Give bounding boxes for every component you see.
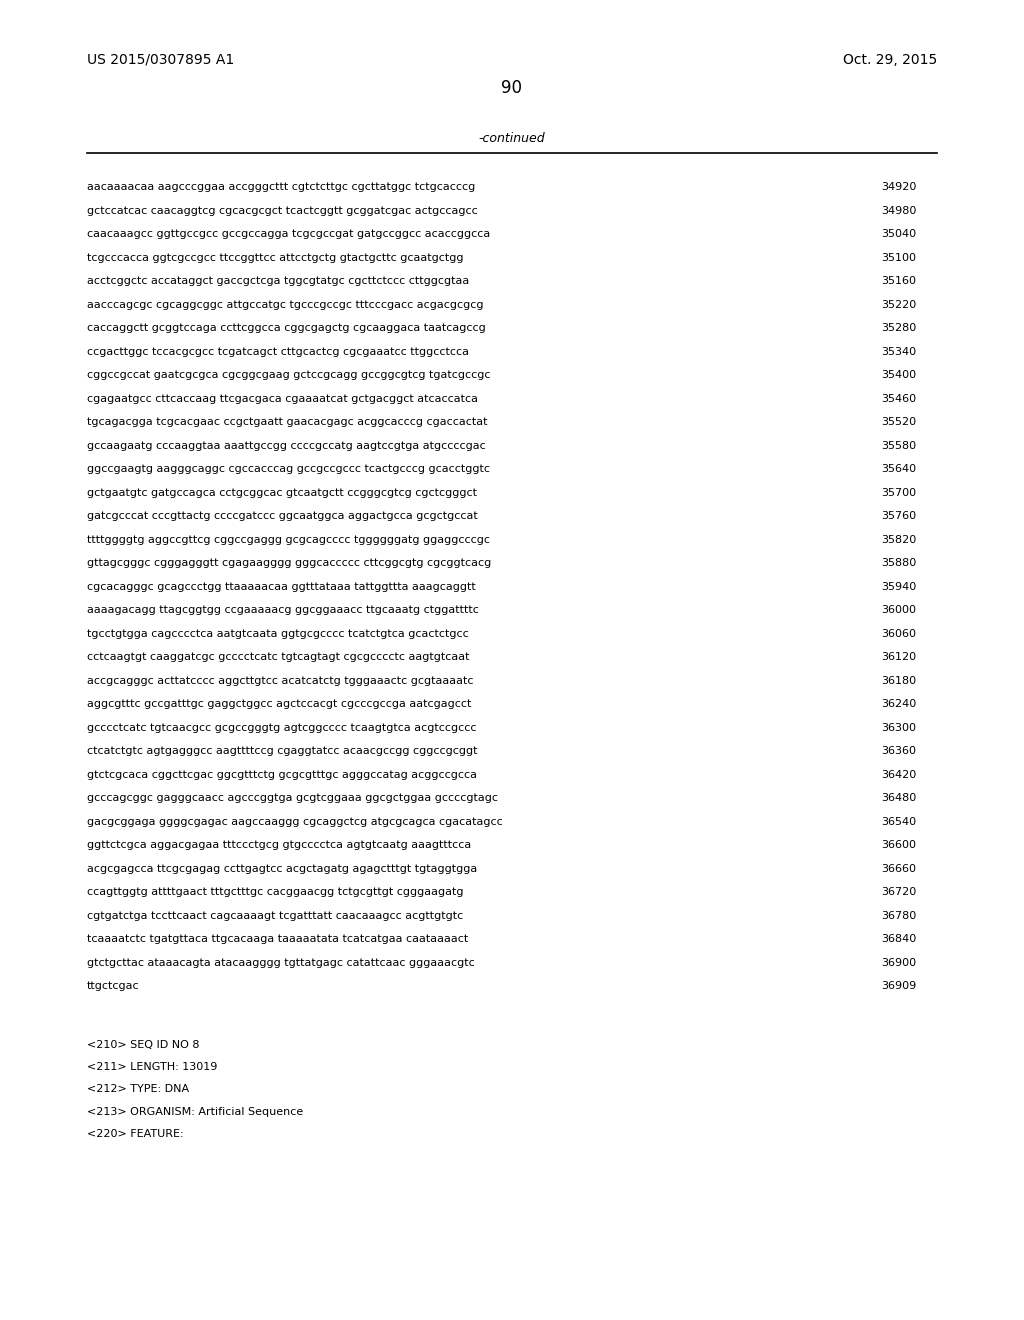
Text: 36909: 36909 (882, 981, 916, 991)
Text: 35820: 35820 (882, 535, 916, 545)
Text: 36300: 36300 (882, 722, 916, 733)
Text: 35220: 35220 (882, 300, 916, 310)
Text: 36120: 36120 (882, 652, 916, 663)
Text: aacaaaacaa aagcccggaa accgggcttt cgtctcttgc cgcttatggc tctgcacccg: aacaaaacaa aagcccggaa accgggcttt cgtctct… (87, 182, 475, 193)
Text: gtctgcttac ataaacagta atacaagggg tgttatgagc catattcaac gggaaacgtc: gtctgcttac ataaacagta atacaagggg tgttatg… (87, 957, 475, 968)
Text: 36540: 36540 (882, 817, 916, 826)
Text: 35640: 35640 (882, 465, 916, 474)
Text: gctgaatgtc gatgccagca cctgcggcac gtcaatgctt ccgggcgtcg cgctcgggct: gctgaatgtc gatgccagca cctgcggcac gtcaatg… (87, 487, 477, 498)
Text: 34920: 34920 (881, 182, 916, 193)
Text: 90: 90 (502, 79, 522, 98)
Text: ttgctcgac: ttgctcgac (87, 981, 139, 991)
Text: accgcagggc acttatcccc aggcttgtcc acatcatctg tgggaaactc gcgtaaaatc: accgcagggc acttatcccc aggcttgtcc acatcat… (87, 676, 473, 685)
Text: <212> TYPE: DNA: <212> TYPE: DNA (87, 1085, 189, 1094)
Text: ccagttggtg attttgaact tttgctttgc cacggaacgg tctgcgttgt cgggaagatg: ccagttggtg attttgaact tttgctttgc cacggaa… (87, 887, 464, 898)
Text: 36900: 36900 (882, 957, 916, 968)
Text: <213> ORGANISM: Artificial Sequence: <213> ORGANISM: Artificial Sequence (87, 1106, 303, 1117)
Text: tgcagacgga tcgcacgaac ccgctgaatt gaacacgagc acggcacccg cgaccactat: tgcagacgga tcgcacgaac ccgctgaatt gaacacg… (87, 417, 487, 428)
Text: 35700: 35700 (882, 487, 916, 498)
Text: acgcgagcca ttcgcgagag ccttgagtcc acgctagatg agagctttgt tgtaggtgga: acgcgagcca ttcgcgagag ccttgagtcc acgctag… (87, 863, 477, 874)
Text: tcaaaatctc tgatgttaca ttgcacaaga taaaaatata tcatcatgaa caataaaact: tcaaaatctc tgatgttaca ttgcacaaga taaaaat… (87, 935, 468, 944)
Text: acctcggctc accataggct gaccgctcga tggcgtatgc cgcttctccc cttggcgtaa: acctcggctc accataggct gaccgctcga tggcgta… (87, 276, 469, 286)
Text: ggccgaagtg aagggcaggc cgccacccag gccgccgccc tcactgcccg gcacctggtc: ggccgaagtg aagggcaggc cgccacccag gccgccg… (87, 465, 490, 474)
Text: ttttggggtg aggccgttcg cggccgaggg gcgcagcccc tggggggatg ggaggcccgc: ttttggggtg aggccgttcg cggccgaggg gcgcagc… (87, 535, 490, 545)
Text: ctcatctgtc agtgagggcc aagttttccg cgaggtatcc acaacgccgg cggccgcggt: ctcatctgtc agtgagggcc aagttttccg cgaggta… (87, 746, 477, 756)
Text: 36060: 36060 (882, 628, 916, 639)
Text: -continued: -continued (478, 132, 546, 145)
Text: 34980: 34980 (881, 206, 916, 215)
Text: 35100: 35100 (882, 252, 916, 263)
Text: gccaagaatg cccaaggtaa aaattgccgg ccccgccatg aagtccgtga atgccccgac: gccaagaatg cccaaggtaa aaattgccgg ccccgcc… (87, 441, 485, 450)
Text: 35040: 35040 (882, 230, 916, 239)
Text: 36720: 36720 (882, 887, 916, 898)
Text: <220> FEATURE:: <220> FEATURE: (87, 1129, 183, 1139)
Text: 36780: 36780 (882, 911, 916, 920)
Text: tcgcccacca ggtcgccgcc ttccggttcc attcctgctg gtactgcttc gcaatgctgg: tcgcccacca ggtcgccgcc ttccggttcc attcctg… (87, 252, 464, 263)
Text: 36000: 36000 (882, 605, 916, 615)
Text: <210> SEQ ID NO 8: <210> SEQ ID NO 8 (87, 1040, 200, 1049)
Text: 35460: 35460 (882, 393, 916, 404)
Text: 36420: 36420 (882, 770, 916, 780)
Text: 35580: 35580 (882, 441, 916, 450)
Text: gatcgcccat cccgttactg ccccgatccc ggcaatggca aggactgcca gcgctgccat: gatcgcccat cccgttactg ccccgatccc ggcaatg… (87, 511, 478, 521)
Text: 35880: 35880 (882, 558, 916, 568)
Text: cggccgccat gaatcgcgca cgcggcgaag gctccgcagg gccggcgtcg tgatcgccgc: cggccgccat gaatcgcgca cgcggcgaag gctccgc… (87, 370, 490, 380)
Text: cctcaagtgt caaggatcgc gcccctcatc tgtcagtagt cgcgcccctc aagtgtcaat: cctcaagtgt caaggatcgc gcccctcatc tgtcagt… (87, 652, 470, 663)
Text: 35520: 35520 (882, 417, 916, 428)
Text: <211> LENGTH: 13019: <211> LENGTH: 13019 (87, 1063, 217, 1072)
Text: 35340: 35340 (882, 347, 916, 356)
Text: aggcgtttc gccgatttgc gaggctggcc agctccacgt cgcccgccga aatcgagcct: aggcgtttc gccgatttgc gaggctggcc agctccac… (87, 700, 471, 709)
Text: gcccctcatc tgtcaacgcc gcgccgggtg agtcggcccc tcaagtgtca acgtccgccc: gcccctcatc tgtcaacgcc gcgccgggtg agtcggc… (87, 722, 476, 733)
Text: gtctcgcaca cggcttcgac ggcgtttctg gcgcgtttgc agggccatag acggccgcca: gtctcgcaca cggcttcgac ggcgtttctg gcgcgtt… (87, 770, 477, 780)
Text: ggttctcgca aggacgagaa tttccctgcg gtgcccctca agtgtcaatg aaagtttcca: ggttctcgca aggacgagaa tttccctgcg gtgcccc… (87, 840, 471, 850)
Text: ccgacttggc tccacgcgcc tcgatcagct cttgcactcg cgcgaaatcc ttggcctcca: ccgacttggc tccacgcgcc tcgatcagct cttgcac… (87, 347, 469, 356)
Text: gctccatcac caacaggtcg cgcacgcgct tcactcggtt gcggatcgac actgccagcc: gctccatcac caacaggtcg cgcacgcgct tcactcg… (87, 206, 478, 215)
Text: 36840: 36840 (882, 935, 916, 944)
Text: 36180: 36180 (882, 676, 916, 685)
Text: 35160: 35160 (882, 276, 916, 286)
Text: 36480: 36480 (882, 793, 916, 803)
Text: gcccagcggc gagggcaacc agcccggtga gcgtcggaaa ggcgctggaa gccccgtagc: gcccagcggc gagggcaacc agcccggtga gcgtcgg… (87, 793, 498, 803)
Text: US 2015/0307895 A1: US 2015/0307895 A1 (87, 53, 234, 67)
Text: 35400: 35400 (882, 370, 916, 380)
Text: Oct. 29, 2015: Oct. 29, 2015 (843, 53, 937, 67)
Text: 36360: 36360 (882, 746, 916, 756)
Text: caacaaagcc ggttgccgcc gccgccagga tcgcgccgat gatgccggcc acaccggcca: caacaaagcc ggttgccgcc gccgccagga tcgcgcc… (87, 230, 490, 239)
Text: 36600: 36600 (882, 840, 916, 850)
Text: 36660: 36660 (882, 863, 916, 874)
Text: caccaggctt gcggtccaga ccttcggcca cggcgagctg cgcaaggaca taatcagccg: caccaggctt gcggtccaga ccttcggcca cggcgag… (87, 323, 485, 333)
Text: 35760: 35760 (882, 511, 916, 521)
Text: cgcacagggc gcagccctgg ttaaaaacaa ggtttataaa tattggttta aaagcaggtt: cgcacagggc gcagccctgg ttaaaaacaa ggtttat… (87, 582, 476, 591)
Text: 35940: 35940 (882, 582, 916, 591)
Text: gacgcggaga ggggcgagac aagccaaggg cgcaggctcg atgcgcagca cgacatagcc: gacgcggaga ggggcgagac aagccaaggg cgcaggc… (87, 817, 503, 826)
Text: aacccagcgc cgcaggcggc attgccatgc tgcccgccgc tttcccgacc acgacgcgcg: aacccagcgc cgcaggcggc attgccatgc tgcccgc… (87, 300, 483, 310)
Text: aaaagacagg ttagcggtgg ccgaaaaacg ggcggaaacc ttgcaaatg ctggattttc: aaaagacagg ttagcggtgg ccgaaaaacg ggcggaa… (87, 605, 479, 615)
Text: tgcctgtgga cagcccctca aatgtcaata ggtgcgcccc tcatctgtca gcactctgcc: tgcctgtgga cagcccctca aatgtcaata ggtgcgc… (87, 628, 469, 639)
Text: cgagaatgcc cttcaccaag ttcgacgaca cgaaaatcat gctgacggct atcaccatca: cgagaatgcc cttcaccaag ttcgacgaca cgaaaat… (87, 393, 478, 404)
Text: gttagcgggc cgggagggtt cgagaagggg gggcaccccc cttcggcgtg cgcggtcacg: gttagcgggc cgggagggtt cgagaagggg gggcacc… (87, 558, 492, 568)
Text: 36240: 36240 (882, 700, 916, 709)
Text: 35280: 35280 (882, 323, 916, 333)
Text: cgtgatctga tccttcaact cagcaaaagt tcgatttatt caacaaagcc acgttgtgtc: cgtgatctga tccttcaact cagcaaaagt tcgattt… (87, 911, 463, 920)
